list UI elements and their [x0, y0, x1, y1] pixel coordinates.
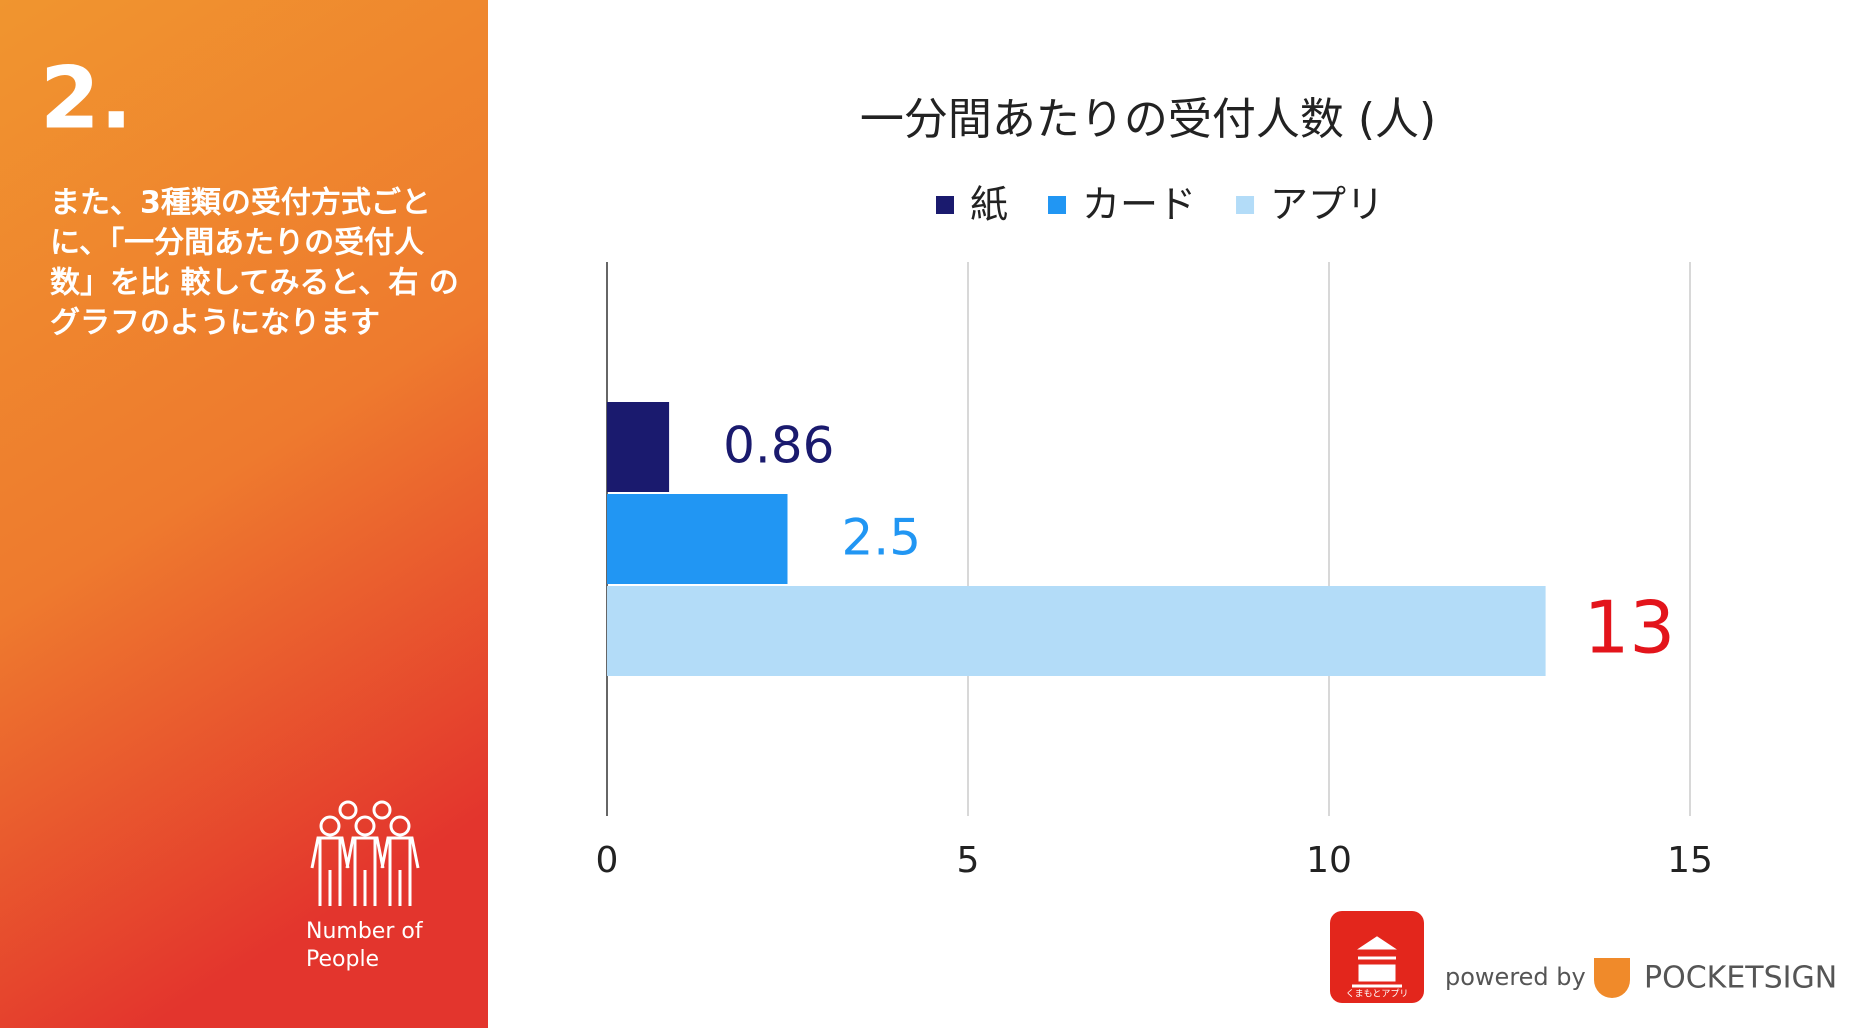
- logo-text: くまもとアプリ: [1346, 989, 1409, 1000]
- legend-swatch: [936, 196, 954, 214]
- brand-name: POCKETSIGN: [1644, 961, 1837, 996]
- value-label: 2.5: [842, 509, 922, 567]
- x-tick-label: 15: [1667, 840, 1713, 881]
- brand-icon: [1594, 958, 1630, 998]
- people-icon: [310, 800, 420, 906]
- value-label: 13: [1584, 586, 1676, 670]
- x-tick-label: 10: [1306, 840, 1352, 881]
- x-tick-label: 0: [596, 840, 619, 881]
- bar: [607, 402, 670, 492]
- castle-icon: [1352, 936, 1402, 988]
- chart-title: 一分間あたりの受付人数 (人): [860, 94, 1436, 145]
- sidebar: [0, 0, 488, 1028]
- powered-by: powered by: [1445, 963, 1586, 991]
- sidebar-text: に、「一分間あたりの受付人: [50, 226, 424, 261]
- sidebar-text: グラフのようになります: [50, 306, 380, 341]
- bar: [607, 494, 788, 584]
- sidebar-text: また、3種類の受付方式ごと: [50, 186, 431, 221]
- icon-label: Number of: [306, 919, 424, 944]
- sidebar-text: 数」を比 較してみると、右 の: [50, 266, 459, 301]
- value-label: 0.86: [723, 417, 834, 475]
- legend-swatch: [1048, 196, 1067, 214]
- x-tick-label: 5: [957, 840, 980, 881]
- icon-label: People: [306, 947, 379, 972]
- legend-swatch: [1236, 196, 1255, 214]
- bar: [607, 586, 1546, 676]
- section-number: 2.: [40, 48, 133, 148]
- legend-label: カード: [1082, 183, 1196, 227]
- legend-label: アプリ: [1270, 183, 1384, 227]
- legend-label: 紙: [970, 183, 1008, 227]
